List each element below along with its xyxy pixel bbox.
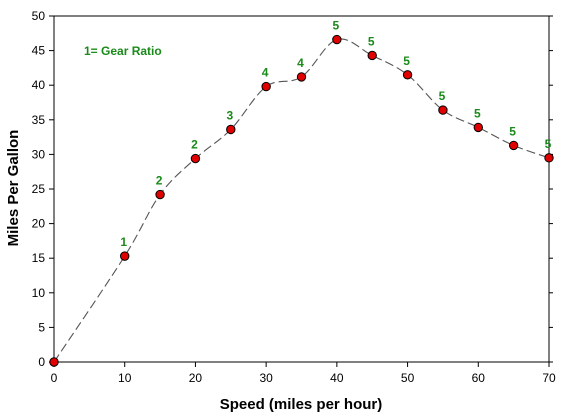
y-tick-label: 5 [38,320,45,334]
data-point [508,140,519,151]
data-point [190,153,201,164]
point-label: 2 [156,174,163,188]
point-label-group: 1 2 2 3 4 4 5 5 5 5 5 5 5 [120,19,551,250]
data-point [296,72,307,82]
point-label: 5 [509,124,516,138]
y-tick-label: 0 [38,355,45,369]
y-tick-label: 35 [32,113,46,127]
data-point [438,105,448,115]
y-tick-label: 45 [32,44,46,58]
y-tick-label: 25 [32,182,46,196]
point-label: 2 [191,138,198,152]
point-label: 3 [226,108,233,122]
data-point [49,357,59,367]
data-point [226,124,236,135]
data-point [261,81,271,92]
x-tick-label: 40 [330,371,344,385]
data-point [544,153,554,163]
point-label: 4 [297,56,304,70]
x-axis-ticks: 0 10 20 30 40 50 60 70 [51,362,556,385]
y-tick-label: 15 [32,251,46,265]
data-point [473,122,483,133]
x-tick-label: 10 [118,371,132,385]
point-label: 5 [439,89,446,103]
point-label: 5 [333,19,340,33]
x-tick-label: 0 [51,371,58,385]
y-tick-label: 30 [32,147,46,161]
x-tick-label: 70 [542,371,556,385]
data-point [155,189,165,200]
x-tick-label: 50 [401,371,415,385]
marker-group [49,34,554,367]
x-axis-title: Speed (miles per hour) [220,396,383,413]
x-tick-label: 30 [259,371,273,385]
point-label: 5 [545,137,552,151]
point-label: 1 [120,235,127,249]
series-line [53,38,550,363]
y-tick-label: 50 [32,9,46,23]
point-label: 5 [368,34,375,48]
x-tick-label: 20 [189,371,203,385]
point-label: 4 [262,66,269,80]
data-point [367,50,377,61]
y-axis-title: Miles Per Gallon [5,130,22,247]
data-point [120,251,130,261]
series-line-group [53,38,550,363]
x-tick-label: 60 [472,371,486,385]
data-point [402,70,413,80]
data-point [332,34,342,45]
gear-ratio-annotation: 1= Gear Ratio [84,44,162,58]
point-label: 5 [403,54,410,68]
y-tick-label: 10 [32,286,46,300]
y-tick-label: 40 [32,78,46,92]
point-label: 5 [474,106,481,120]
y-tick-label: 20 [32,217,46,231]
